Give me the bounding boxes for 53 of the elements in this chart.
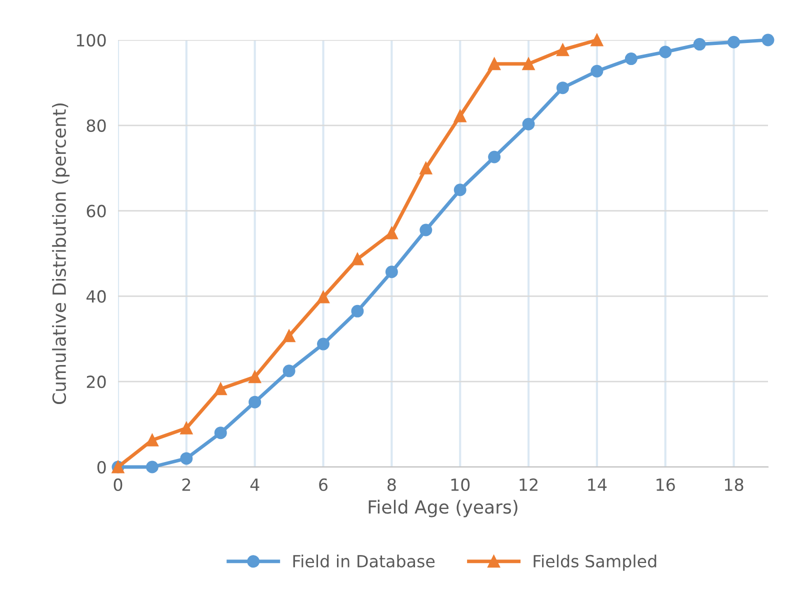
x-tick-label: 16 <box>656 478 675 492</box>
point <box>420 224 432 236</box>
point <box>488 58 501 70</box>
point <box>282 330 296 342</box>
x-tick-label: 2 <box>182 478 190 491</box>
x-tick-label: 6 <box>319 478 328 492</box>
x-tick-label: 8 <box>388 478 396 492</box>
y-tick-label: 60 <box>86 204 106 218</box>
point <box>282 364 296 378</box>
point <box>385 266 398 278</box>
point <box>180 452 193 465</box>
x-tick-label: 12 <box>520 478 538 491</box>
y-tick-label: 20 <box>86 376 106 388</box>
point <box>488 150 501 164</box>
x-axis-title: Field Age (years) <box>368 500 518 518</box>
point <box>454 110 466 122</box>
x-tick-label: 4 <box>250 478 260 491</box>
point <box>385 226 398 240</box>
point <box>214 426 227 440</box>
y-tick-label: 0 <box>97 460 106 474</box>
point <box>728 36 740 48</box>
point <box>317 338 330 350</box>
x-tick-label: 10 <box>451 478 470 492</box>
y-tick-label: 40 <box>86 290 106 303</box>
point <box>522 118 535 130</box>
point <box>590 64 604 78</box>
point <box>454 184 466 196</box>
point <box>624 52 638 66</box>
point <box>248 370 262 384</box>
point <box>693 38 706 51</box>
x-tick-label: 14 <box>588 478 607 491</box>
point <box>522 58 535 70</box>
point <box>146 434 158 446</box>
point <box>556 82 569 94</box>
point <box>146 460 158 474</box>
point <box>317 290 330 304</box>
legend-label: Fields Sampled <box>534 554 656 571</box>
point <box>351 252 364 266</box>
x-tick-label: 0 <box>114 478 122 492</box>
point <box>248 396 262 408</box>
point <box>351 304 364 318</box>
y-tick-label: 80 <box>86 119 106 132</box>
point <box>180 422 193 434</box>
legend-label: Field in Database <box>293 554 435 568</box>
point <box>556 44 569 56</box>
point <box>762 34 774 46</box>
y-axis-title: Cumulative Distribution (percent) <box>52 104 70 404</box>
point <box>590 34 604 46</box>
point <box>659 46 672 58</box>
point <box>214 382 227 396</box>
y-tick-label: 100 <box>76 34 106 47</box>
point <box>420 162 432 174</box>
x-tick-label: 18 <box>725 478 744 492</box>
